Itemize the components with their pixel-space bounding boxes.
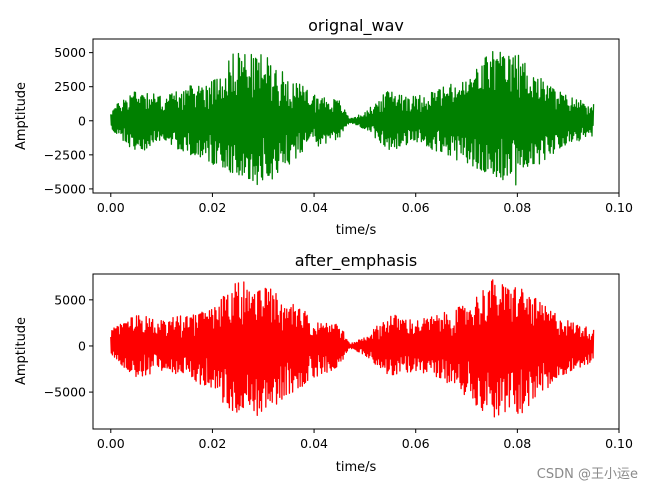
y-tick-label: −2500	[44, 147, 86, 162]
x-axis-ticks: 0.00 0.02 0.04 0.06 0.08 0.10	[97, 193, 633, 215]
y-tick-label: 2500	[54, 79, 86, 94]
x-tick-label: 0.06	[402, 200, 430, 215]
plot-area	[110, 51, 595, 186]
x-tick-label: 0.00	[97, 436, 125, 451]
plot-area	[110, 279, 595, 418]
y-tick-label: 5000	[54, 292, 86, 307]
y-axis-label: Amptitude	[14, 82, 29, 150]
x-axis-label: time/s	[336, 223, 377, 238]
waveform-line	[110, 279, 595, 418]
x-tick-label: 0.02	[199, 436, 227, 451]
x-tick-label: 0.04	[300, 200, 328, 215]
y-axis-ticks: −5000 0 5000	[44, 292, 93, 400]
x-tick-label: 0.00	[97, 200, 125, 215]
x-tick-label: 0.10	[605, 436, 633, 451]
x-tick-label: 0.06	[402, 436, 430, 451]
x-tick-label: 0.02	[199, 200, 227, 215]
axes-frame	[92, 273, 620, 430]
y-tick-label: 0	[78, 113, 86, 128]
chart-title: orignal_wav	[308, 16, 404, 36]
waveform-line	[110, 51, 595, 186]
y-tick-label: 0	[78, 338, 86, 353]
x-axis-label: time/s	[336, 460, 377, 475]
watermark: CSDN @王小运e	[536, 467, 638, 482]
x-axis-ticks: 0.00 0.02 0.04 0.06 0.08 0.10	[97, 429, 633, 451]
y-tick-label: 5000	[54, 45, 86, 60]
x-tick-label: 0.08	[503, 436, 531, 451]
y-tick-label: −5000	[44, 385, 86, 400]
axes-frame	[92, 38, 620, 194]
y-axis-label: Amptitude	[14, 317, 29, 385]
x-tick-label: 0.04	[300, 436, 328, 451]
y-tick-label: −5000	[44, 181, 86, 196]
subplot-after-emphasis: after_emphasis 0.00 0.02 0.04 0.06 0.08 0.10 …	[14, 251, 633, 475]
chart-title: after_emphasis	[295, 251, 418, 271]
x-tick-label: 0.08	[503, 200, 531, 215]
subplot-original-wav: orignal_wav 0.00 0.02 0.04 0.06 0.08 0.10 −50…	[14, 16, 633, 238]
y-axis-ticks: −5000 −2500 0 2500 5000	[44, 45, 93, 196]
x-tick-label: 0.10	[605, 200, 633, 215]
